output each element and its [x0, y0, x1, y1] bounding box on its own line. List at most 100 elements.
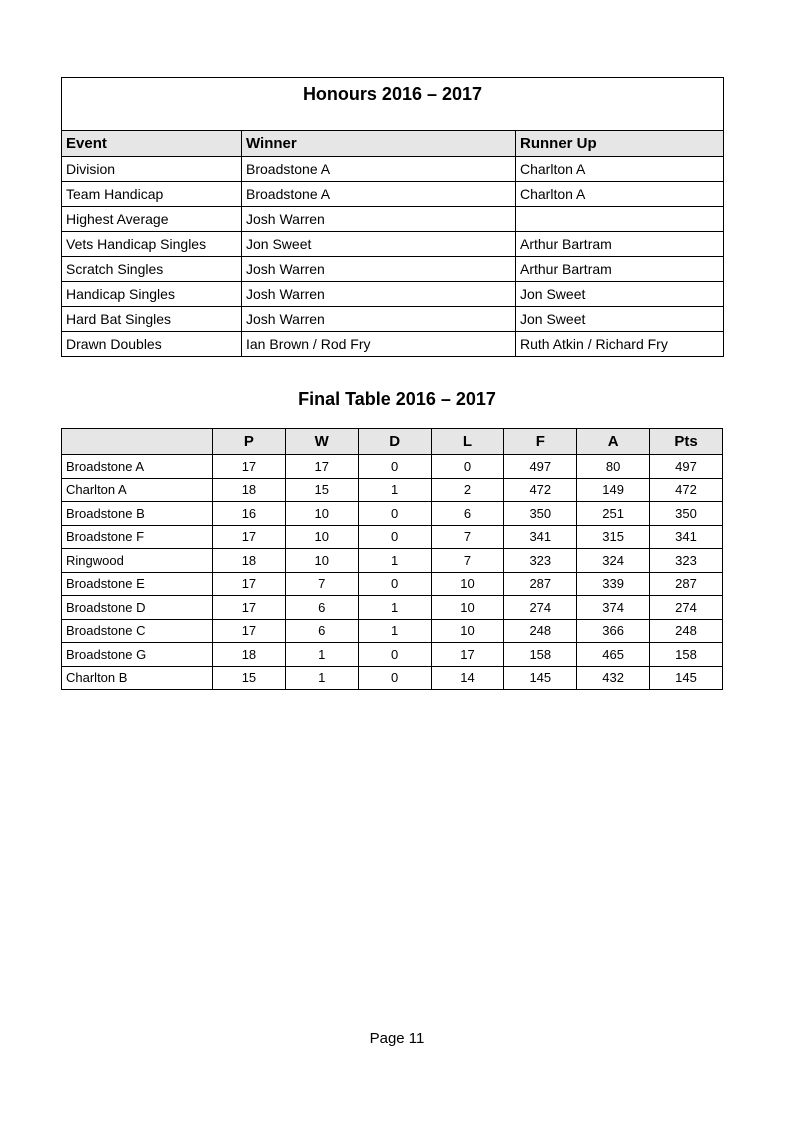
stat-cell: 1 — [284, 665, 359, 690]
stat-cell: 6 — [284, 618, 359, 643]
stat-cell: 14 — [430, 665, 505, 690]
table-cell: Josh Warren — [241, 281, 516, 307]
stat-cell: 149 — [576, 477, 651, 502]
stat-cell: 10 — [430, 595, 505, 620]
stat-cell: 6 — [284, 595, 359, 620]
stat-cell: 1 — [357, 618, 432, 643]
stat-cell: 287 — [503, 571, 578, 596]
table-cell — [515, 206, 724, 232]
stat-cell: 10 — [284, 524, 359, 549]
stat-cell: 350 — [649, 501, 723, 526]
stat-cell: 7 — [284, 571, 359, 596]
table-row: Charlton A 18 15 1 2 472 149 472 — [61, 477, 723, 502]
table-cell: Josh Warren — [241, 206, 516, 232]
stat-cell: 17 — [212, 595, 286, 620]
team-name: Charlton B — [61, 665, 213, 690]
table-row: Hard Bat Singles Josh Warren Jon Sweet — [61, 306, 724, 332]
table-cell: Arthur Bartram — [515, 256, 724, 282]
stat-cell: 17 — [284, 454, 359, 479]
team-name: Broadstone D — [61, 595, 213, 620]
honours-header-row: Event Winner Runner Up — [61, 130, 724, 157]
honours-table: Honours 2016 – 2017 Event Winner Runner Up… — [61, 77, 724, 357]
team-name: Broadstone F — [61, 524, 213, 549]
stat-cell: 339 — [576, 571, 651, 596]
stat-cell: 10 — [430, 618, 505, 643]
stat-cell: 472 — [649, 477, 723, 502]
stat-cell: 315 — [576, 524, 651, 549]
table-cell: Scratch Singles — [61, 256, 242, 282]
stat-cell: 374 — [576, 595, 651, 620]
stat-cell: 1 — [284, 642, 359, 667]
table-row: Broadstone G 18 1 0 17 158 465 158 — [61, 642, 723, 667]
table-row: Broadstone F 17 10 0 7 341 315 341 — [61, 524, 723, 549]
stat-cell: 17 — [212, 571, 286, 596]
stat-cell: 465 — [576, 642, 651, 667]
stat-cell: 15 — [284, 477, 359, 502]
stat-cell: 2 — [430, 477, 505, 502]
stat-cell: 10 — [284, 501, 359, 526]
stat-cell: 248 — [503, 618, 578, 643]
table-row: Ringwood 18 10 1 7 323 324 323 — [61, 548, 723, 573]
stat-cell: 158 — [649, 642, 723, 667]
team-name: Broadstone B — [61, 501, 213, 526]
stat-cell: 1 — [357, 595, 432, 620]
stat-cell: 0 — [357, 454, 432, 479]
table-row: Division Broadstone A Charlton A — [61, 156, 724, 182]
stat-cell: 1 — [357, 548, 432, 573]
table-row: Highest Average Josh Warren — [61, 206, 724, 232]
stat-cell: 1 — [357, 477, 432, 502]
stat-cell: 158 — [503, 642, 578, 667]
team-name: Broadstone E — [61, 571, 213, 596]
column-header: D — [357, 428, 432, 455]
team-name: Broadstone C — [61, 618, 213, 643]
stat-cell: 341 — [649, 524, 723, 549]
stat-cell: 248 — [649, 618, 723, 643]
table-row: Team Handicap Broadstone A Charlton A — [61, 181, 724, 207]
table-cell: Hard Bat Singles — [61, 306, 242, 332]
team-name: Charlton A — [61, 477, 213, 502]
table-cell: Josh Warren — [241, 256, 516, 282]
table-row: Broadstone B 16 10 0 6 350 251 350 — [61, 501, 723, 526]
table-cell: Jon Sweet — [241, 231, 516, 257]
table-row: Drawn Doubles Ian Brown / Rod Fry Ruth Atk… — [61, 331, 724, 357]
table-cell: Jon Sweet — [515, 306, 724, 332]
stat-cell: 18 — [212, 477, 286, 502]
stat-cell: 0 — [357, 571, 432, 596]
column-header: L — [430, 428, 505, 455]
table-cell: Broadstone A — [241, 181, 516, 207]
stat-cell: 497 — [649, 454, 723, 479]
stat-cell: 497 — [503, 454, 578, 479]
final-header-row: P W D L F A Pts — [61, 428, 723, 455]
stat-cell: 17 — [212, 618, 286, 643]
column-header: P — [212, 428, 286, 455]
final-table-title: Final Table 2016 – 2017 — [298, 389, 496, 409]
table-cell: Broadstone A — [241, 156, 516, 182]
stat-cell: 16 — [212, 501, 286, 526]
table-cell: Division — [61, 156, 242, 182]
column-header: Event — [61, 130, 242, 157]
stat-cell: 472 — [503, 477, 578, 502]
table-row: Broadstone A 17 17 0 0 497 80 497 — [61, 454, 723, 479]
stat-cell: 323 — [503, 548, 578, 573]
stat-cell: 15 — [212, 665, 286, 690]
stat-cell: 0 — [357, 501, 432, 526]
table-row: Broadstone C 17 6 1 10 248 366 248 — [61, 618, 723, 643]
table-cell: Arthur Bartram — [515, 231, 724, 257]
table-row: Broadstone E 17 7 0 10 287 339 287 — [61, 571, 723, 596]
table-cell: Jon Sweet — [515, 281, 724, 307]
stat-cell: 324 — [576, 548, 651, 573]
final-league-table: P W D L F A Pts Broadstone A 17 17 0 0 497 80 497 Char… — [61, 428, 723, 690]
column-header: F — [503, 428, 578, 455]
stat-cell: 251 — [576, 501, 651, 526]
stat-cell: 18 — [212, 642, 286, 667]
table-row: Broadstone D 17 6 1 10 274 374 274 — [61, 595, 723, 620]
stat-cell: 80 — [576, 454, 651, 479]
stat-cell: 6 — [430, 501, 505, 526]
stat-cell: 341 — [503, 524, 578, 549]
stat-cell: 0 — [357, 665, 432, 690]
stat-cell: 18 — [212, 548, 286, 573]
stat-cell: 7 — [430, 524, 505, 549]
page-number: Page 11 — [369, 1030, 425, 1047]
table-cell: Charlton A — [515, 181, 724, 207]
column-header: Runner Up — [515, 130, 724, 157]
